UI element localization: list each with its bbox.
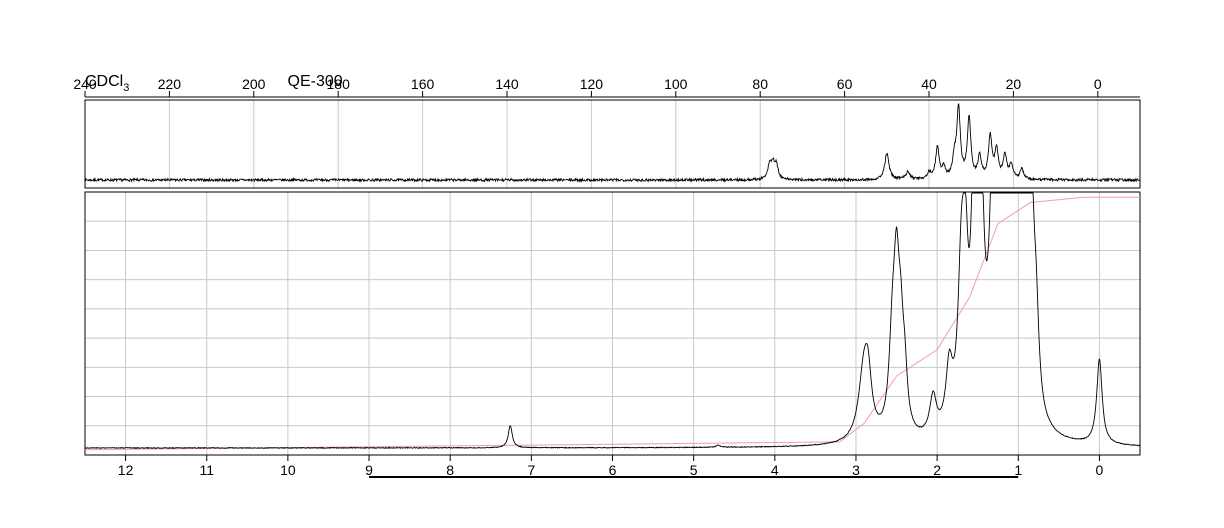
svg-text:0: 0 <box>1096 462 1104 478</box>
svg-text:80: 80 <box>752 76 768 92</box>
svg-text:160: 160 <box>411 76 435 92</box>
svg-text:220: 220 <box>158 76 182 92</box>
svg-text:8: 8 <box>446 462 454 478</box>
svg-text:200: 200 <box>242 76 266 92</box>
svg-text:0: 0 <box>1094 76 1102 92</box>
svg-text:60: 60 <box>837 76 853 92</box>
svg-text:1: 1 <box>1014 462 1022 478</box>
svg-text:20: 20 <box>1006 76 1022 92</box>
svg-text:9: 9 <box>365 462 373 478</box>
svg-text:7: 7 <box>527 462 535 478</box>
svg-text:3: 3 <box>852 462 860 478</box>
svg-text:120: 120 <box>580 76 604 92</box>
svg-text:6: 6 <box>609 462 617 478</box>
svg-text:10: 10 <box>280 462 296 478</box>
figure-svg: 240220200180160140120100806040200CDCl3QE… <box>0 0 1224 528</box>
nmr-figure: 240220200180160140120100806040200CDCl3QE… <box>0 0 1224 528</box>
svg-text:2: 2 <box>933 462 941 478</box>
svg-text:12: 12 <box>118 462 134 478</box>
svg-text:5: 5 <box>690 462 698 478</box>
svg-text:11: 11 <box>199 462 214 478</box>
svg-text:140: 140 <box>495 76 519 92</box>
svg-text:100: 100 <box>664 76 688 92</box>
svg-text:4: 4 <box>771 462 779 478</box>
svg-text:40: 40 <box>921 76 937 92</box>
svg-text:QE-300: QE-300 <box>288 73 343 90</box>
